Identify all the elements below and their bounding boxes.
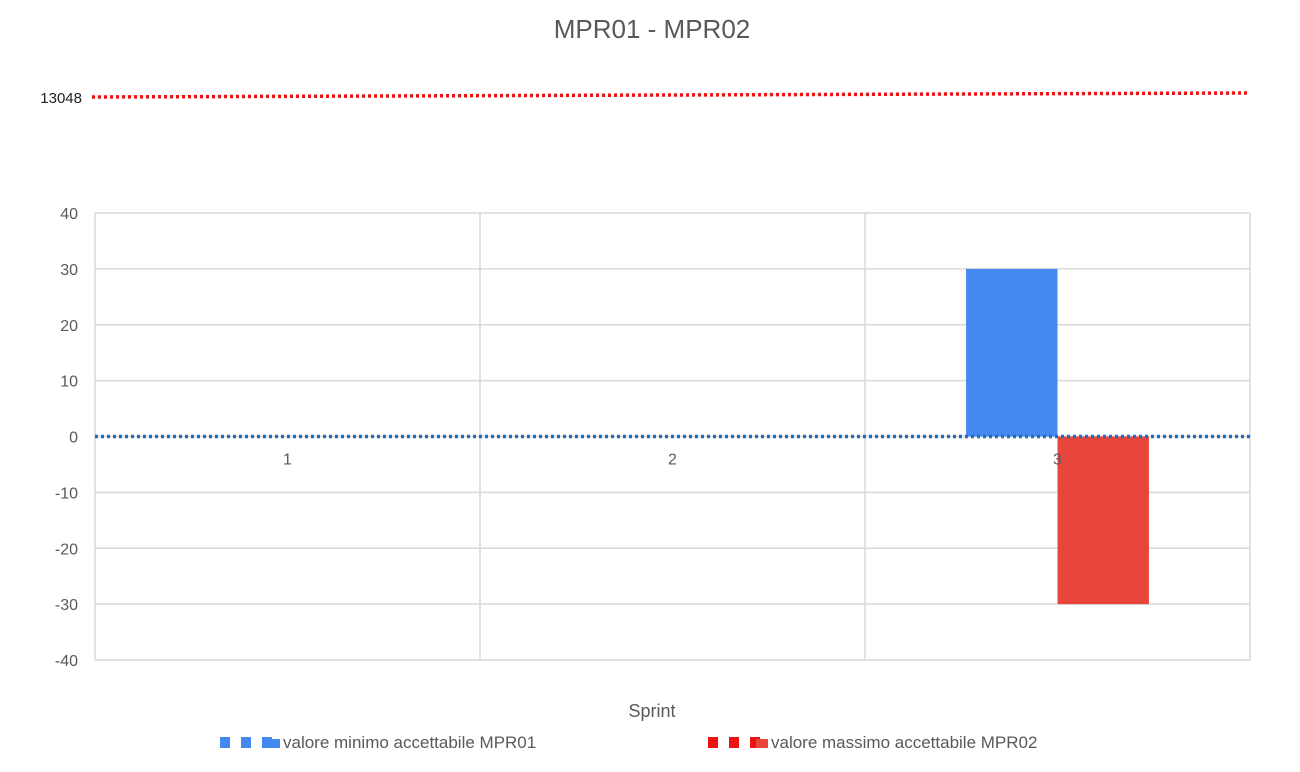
legend-label: valore massimo accettabile MPR02 bbox=[771, 733, 1037, 752]
x-category-label: 1 bbox=[283, 452, 292, 469]
legend-marker-dash bbox=[729, 737, 739, 748]
legend-marker-bar bbox=[268, 739, 280, 748]
legend-marker-bar bbox=[756, 739, 768, 748]
y-tick-label: 30 bbox=[60, 262, 78, 279]
legend-marker-dash bbox=[241, 737, 251, 748]
y-tick-label: -20 bbox=[55, 541, 78, 558]
bar-mpr02-3 bbox=[1057, 436, 1149, 605]
y-tick-label: 40 bbox=[60, 206, 78, 223]
legend-marker-dash bbox=[220, 737, 230, 748]
legend: valore minimo accettabile MPR01 valore ma… bbox=[220, 733, 1037, 752]
y-tick-label: 0 bbox=[69, 430, 78, 447]
legend-marker-dash bbox=[262, 737, 272, 748]
y-tick-label: -10 bbox=[55, 485, 78, 502]
x-category-label: 2 bbox=[668, 452, 677, 469]
reference-line-max bbox=[91, 91, 1251, 99]
y-tick-label: -30 bbox=[55, 597, 78, 614]
chart-title: MPR01 - MPR02 bbox=[554, 14, 751, 44]
y-tick-label: 10 bbox=[60, 374, 78, 391]
y-tick-label: -40 bbox=[55, 653, 78, 670]
x-category-label: 3 bbox=[1053, 452, 1062, 469]
y-tick-label: 20 bbox=[60, 318, 78, 335]
x-axis-title: Sprint bbox=[628, 701, 675, 721]
plot-area: 40 30 20 10 0 -10 -20 -30 -40 1 2 3 bbox=[55, 206, 1251, 670]
bar-mpr01-3 bbox=[966, 268, 1058, 437]
legend-label: valore minimo accettabile MPR01 bbox=[283, 733, 536, 752]
reference-line-label: 13048 bbox=[40, 90, 82, 107]
legend-marker-dash bbox=[708, 737, 718, 748]
legend-marker-dash bbox=[750, 737, 760, 748]
